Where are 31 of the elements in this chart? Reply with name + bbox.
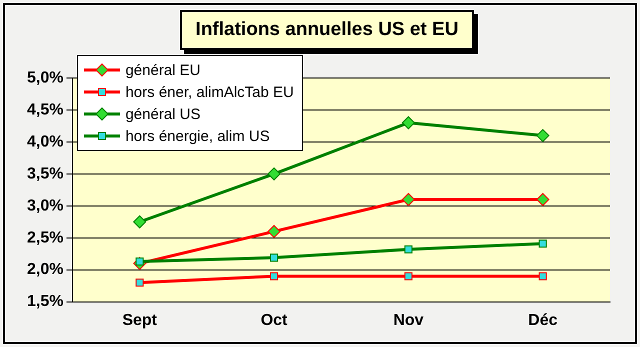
- y-tick-label: 2,0%: [27, 261, 64, 278]
- x-tick-label: Sept: [122, 312, 158, 329]
- y-tick-label: 4,0%: [27, 133, 64, 150]
- y-tick-label: 3,5%: [27, 165, 64, 182]
- point: [538, 240, 547, 248]
- point: [404, 245, 412, 254]
- x-tick-label: Déc: [528, 312, 558, 329]
- legend-label: général US: [125, 106, 201, 122]
- y-tick-label: 4,5%: [27, 101, 64, 118]
- point: [268, 167, 281, 180]
- y-tick-label: 3,0%: [27, 197, 64, 214]
- point: [402, 116, 415, 130]
- point: [536, 129, 550, 142]
- legend-label: hors éner, alimAlcTab EU: [125, 84, 294, 100]
- y-tick-label: 1,5%: [27, 293, 64, 310]
- point: [136, 278, 144, 287]
- legend-label: hors énergie, alim US: [125, 128, 270, 144]
- y-tick-label: 5,0%: [27, 69, 64, 86]
- x-tick-label: Oct: [260, 312, 288, 329]
- point: [133, 215, 146, 228]
- legend-label: général EU: [125, 62, 201, 78]
- point: [270, 254, 278, 262]
- point: [402, 192, 415, 206]
- point: [268, 224, 281, 238]
- y-tick-label: 2,5%: [27, 229, 64, 246]
- point: [536, 192, 550, 206]
- point: [270, 272, 278, 280]
- chart-title: Inflations annuelles US et EU: [180, 10, 474, 50]
- point: [538, 272, 547, 280]
- x-tick-label: Nov: [393, 312, 424, 329]
- point: [404, 272, 412, 280]
